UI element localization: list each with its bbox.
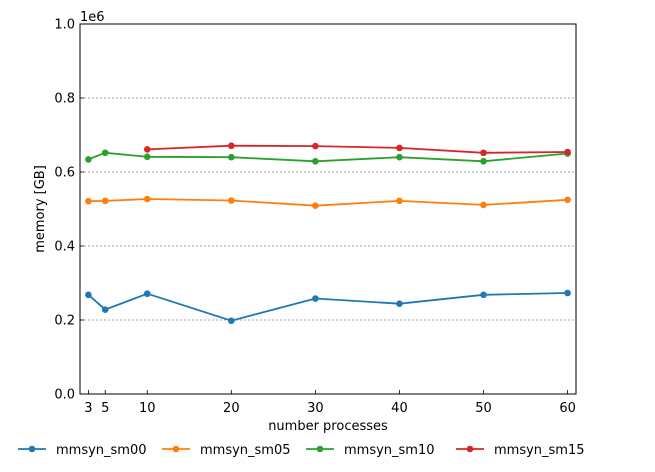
x-tick-label: 30 [307,401,324,416]
data-point [312,142,319,150]
series-line [88,198,568,207]
data-point [228,142,235,150]
data-point [101,149,109,157]
x-tick-label: 5 [101,401,109,416]
series-layer [85,142,571,325]
data-point [564,289,571,297]
data-point [143,146,151,153]
y-axis-offset-label: 1e6 [80,10,105,25]
y-tick-label: 0.4 [54,240,75,255]
data-point [396,300,403,308]
data-point [143,153,151,161]
data-point [228,153,235,161]
x-tick-label: 20 [223,401,240,416]
data-point [480,291,487,299]
series-line [88,151,568,163]
series-mmsyn_sm05 [85,195,571,209]
data-point [396,144,403,152]
plot-frame [79,23,577,395]
series-line [87,292,568,322]
legend-item: mmsyn_sm00 [18,443,147,458]
data-point [312,202,319,209]
data-point [564,148,571,156]
y-tick-label: 0.8 [54,92,75,107]
series-mmsyn_sm15 [143,142,571,157]
data-point [396,153,403,161]
legend-item: mmsyn_sm15 [456,443,585,458]
legend-item: mmsyn_sm10 [306,443,435,458]
series-mmsyn_sm00 [85,289,571,325]
data-point [85,156,92,163]
data-point [480,201,487,209]
data-point [228,197,235,204]
data-point [85,291,92,299]
y-axis-label: memory [GB] [33,165,48,253]
x-tick-label: 3 [84,401,92,416]
legend-marker [172,445,180,453]
legend: mmsyn_sm00 mmsyn_sm05 mmsyn_sm10 mmsyn_sm15 [18,443,585,458]
y-tick-label: 0.2 [54,314,75,329]
legend-marker [28,445,36,453]
x-tick-label: 10 [139,401,156,416]
x-tick-label: 60 [559,401,576,416]
series-line [147,144,568,154]
data-point [143,290,151,298]
legend-marker [466,445,474,453]
legend-label: mmsyn_sm15 [494,443,585,458]
series-mmsyn_sm10 [85,149,571,165]
data-point [85,197,92,205]
y-tick-label: 0.6 [54,166,75,181]
data-point [101,306,109,313]
legend-label: mmsyn_sm00 [56,443,147,458]
legend-label: mmsyn_sm05 [200,443,291,458]
data-point [564,196,571,204]
legend-label: mmsyn_sm10 [344,443,435,458]
grid-lines [80,97,576,321]
data-point [312,157,319,165]
x-axis-ticks: 3 5 10 20 30 40 50 60 [84,390,576,416]
y-tick-label: 0.0 [54,388,75,403]
x-axis-label: number processes [268,419,388,434]
data-point [101,197,109,205]
y-tick-label: 1.0 [54,18,75,33]
y-axis-ticks: 0.0 0.2 0.4 0.6 0.8 1.0 [54,18,84,403]
data-point [480,149,487,157]
data-point [480,157,487,165]
data-point [312,295,319,302]
data-point [396,197,403,205]
x-tick-label: 40 [391,401,408,416]
data-point [143,195,151,203]
legend-item: mmsyn_sm05 [162,443,291,458]
legend-marker [316,445,324,453]
x-tick-label: 50 [475,401,492,416]
data-point [228,317,235,325]
